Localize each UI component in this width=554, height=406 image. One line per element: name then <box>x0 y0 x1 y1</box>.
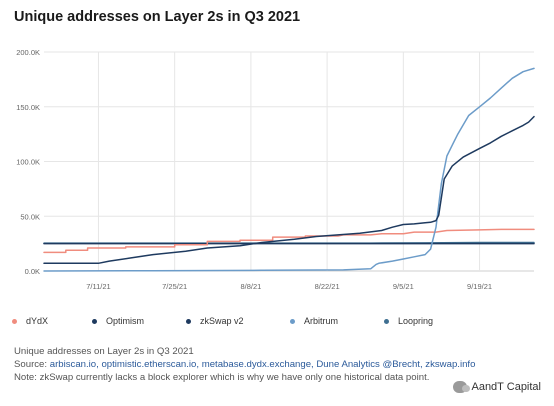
chart-legend: dYdX Optimism zkSwap v2 Arbitrum Looprin… <box>12 316 542 330</box>
legend-swatch-zkswap <box>186 318 191 324</box>
x-tick-label: 8/22/21 <box>315 282 340 291</box>
caption-note: Note: zkSwap currently lacks a block exp… <box>14 372 430 383</box>
legend-label-zkswap: zkSwap v2 <box>200 316 244 326</box>
chart-title: Unique addresses on Layer 2s in Q3 2021 <box>14 9 301 25</box>
x-tick-label: 9/5/21 <box>393 282 414 291</box>
legend-swatch-optimism <box>92 318 97 324</box>
legend-item-zkswap[interactable]: zkSwap v2 <box>186 316 244 326</box>
x-tick-label: 9/19/21 <box>467 282 492 291</box>
legend-swatch-dydx <box>12 318 17 324</box>
legend-swatch-loopring <box>384 318 389 324</box>
caption-sources: Source: arbiscan.io, optimistic.ethersca… <box>14 358 544 371</box>
y-tick-label: 100.0K <box>16 158 40 167</box>
legend-item-optimism[interactable]: Optimism <box>92 316 144 326</box>
y-tick-label: 0.0K <box>25 267 40 276</box>
y-tick-label: 50.0K <box>20 212 40 221</box>
x-tick-label: 7/25/21 <box>162 282 187 291</box>
legend-label-dydx: dYdX <box>26 316 49 326</box>
watermark-text: AandT Capital <box>471 381 541 393</box>
legend-label-arbitrum: Arbitrum <box>304 316 339 326</box>
watermark: AandT Capital <box>450 380 544 394</box>
legend-item-dydx[interactable]: dYdX <box>12 316 48 326</box>
legend-swatch-arbitrum <box>290 318 295 324</box>
series-line-dydx[interactable] <box>43 228 535 254</box>
line-chart: 0.0K 50.0K 100.0K 150.0K 200.0K 7/11/21 7/25/2… <box>16 48 535 291</box>
wechat-icon <box>453 381 471 393</box>
caption-source-links[interactable]: arbiscan.io, optimistic.etherscan.io, me… <box>49 359 476 370</box>
caption-title: Unique addresses on Layer 2s in Q3 2021 <box>14 346 194 357</box>
legend-item-loopring[interactable]: Loopring <box>384 316 433 326</box>
caption-source-prefix: Source: <box>14 359 50 370</box>
series-line-arbitrum[interactable] <box>43 67 535 272</box>
x-tick-label: 8/8/21 <box>240 282 261 291</box>
y-tick-label: 200.0K <box>16 48 40 57</box>
series-line-optimism[interactable] <box>43 115 535 265</box>
chart-caption: Unique addresses on Layer 2s in Q3 2021 … <box>14 345 544 384</box>
x-tick-label: 7/11/21 <box>86 282 110 291</box>
y-tick-label: 150.0K <box>16 103 40 112</box>
legend-item-arbitrum[interactable]: Arbitrum <box>290 316 338 326</box>
legend-label-loopring: Loopring <box>398 316 434 326</box>
legend-label-optimism: Optimism <box>106 316 144 326</box>
